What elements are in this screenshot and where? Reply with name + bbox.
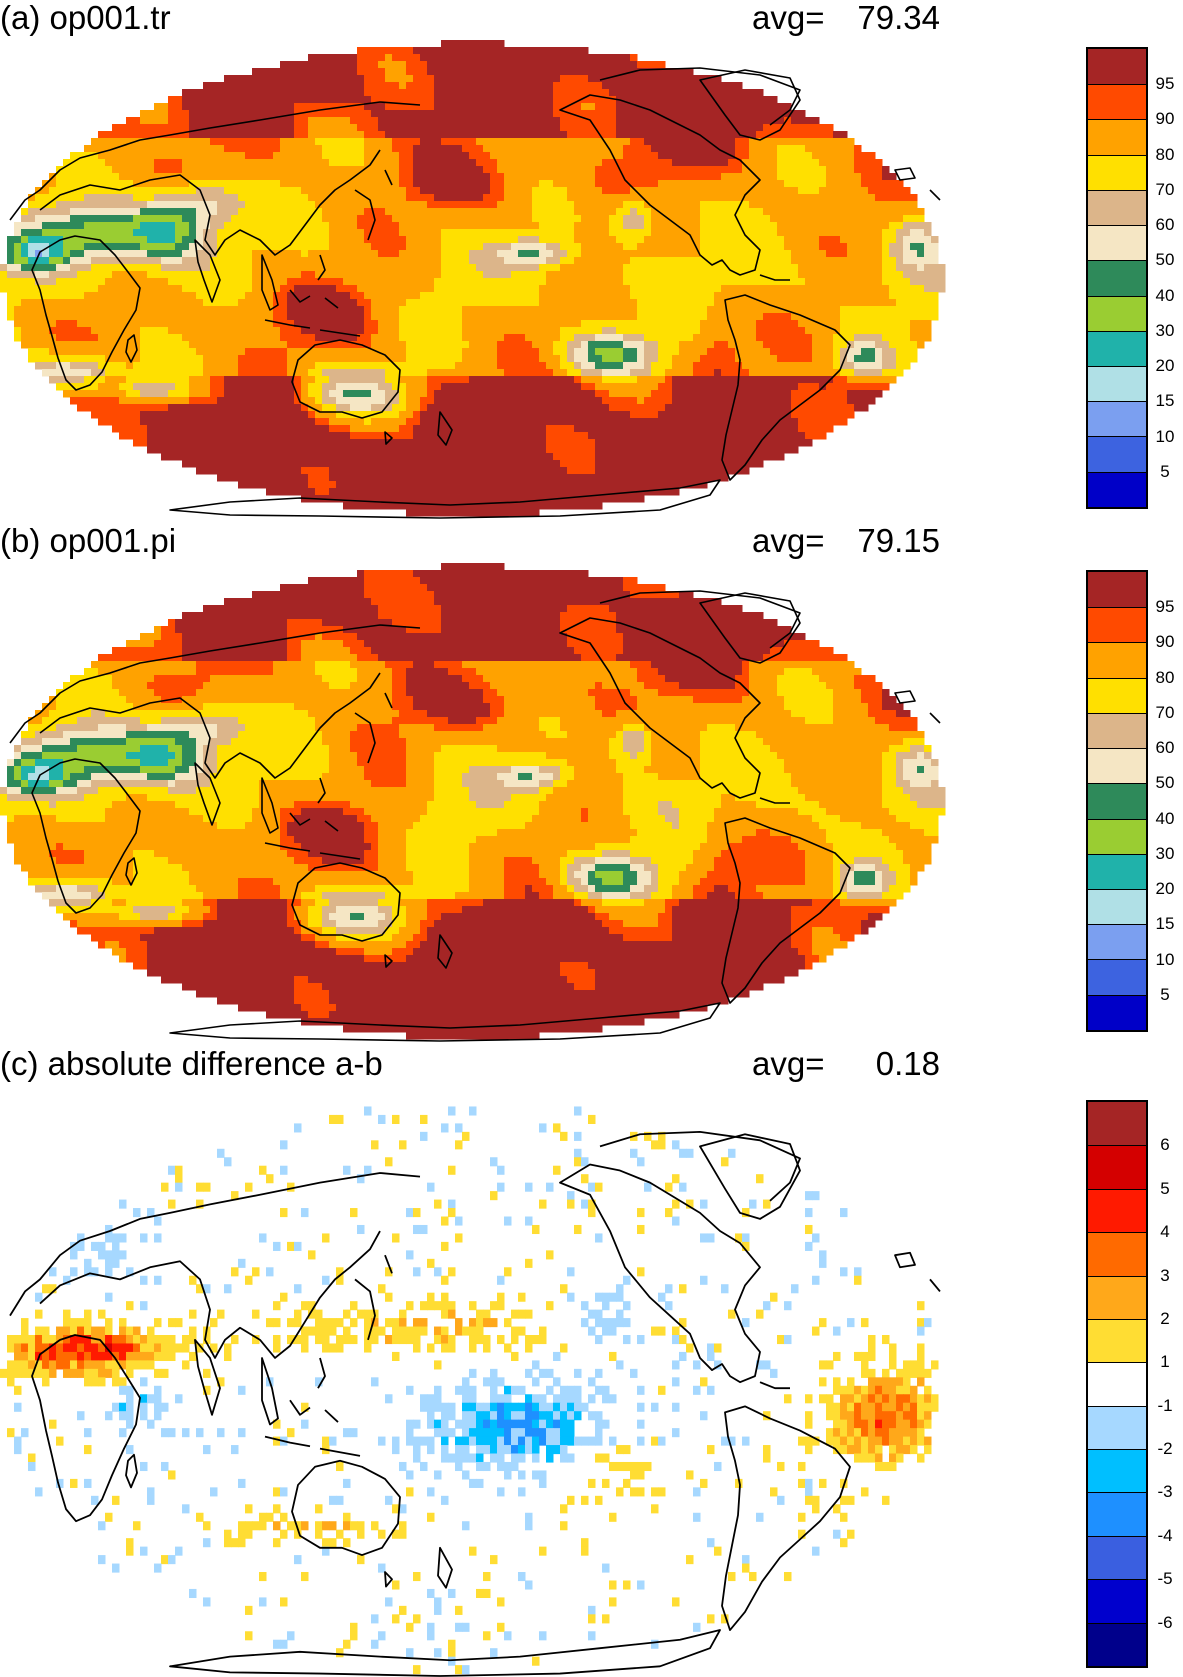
- colorbar-tick-label: -3: [1157, 1482, 1173, 1502]
- colorbar-swatch: [1088, 1449, 1146, 1493]
- map-field-a: [0, 40, 946, 518]
- colorbar-tick-label: 1: [1160, 1352, 1170, 1372]
- colorbar-tick-label: 3: [1160, 1265, 1170, 1285]
- colorbar-tick-label: 60: [1155, 738, 1175, 758]
- colorbar-swatch: [1088, 994, 1146, 1030]
- coastlines: [10, 1132, 940, 1676]
- colorbar-swatch: [1088, 119, 1146, 155]
- colorbar-swatch: [1088, 1232, 1146, 1276]
- colorbar-swatch: [1088, 1405, 1146, 1449]
- colorbar-tick-label: 40: [1155, 808, 1175, 828]
- colorbar-tick-label: 10: [1155, 426, 1175, 446]
- map-field-c: [0, 1106, 945, 1676]
- panel-a: (a) op001.tr avg= 79.34 95 90 80 70 60 50 40 30…: [0, 0, 1183, 520]
- colorbar-tick-label: 60: [1155, 215, 1175, 235]
- colorbar-tick-label: -5: [1157, 1569, 1173, 1589]
- field-cells: [0, 1106, 939, 1675]
- colorbar-swatch: [1088, 330, 1146, 366]
- field-cells: [0, 563, 946, 1040]
- colorbar-tick-label: 5: [1160, 984, 1170, 1004]
- colorbar-tick-label: -1: [1157, 1395, 1173, 1415]
- colorbar-tick-label: 5: [1160, 1178, 1170, 1198]
- avg-label: avg=: [752, 1045, 825, 1082]
- colorbar-c: [1086, 1100, 1148, 1668]
- panel-title: (b) op001.pi: [0, 522, 177, 559]
- colorbar-tick-label: 50: [1155, 250, 1175, 270]
- coastlines: [10, 68, 940, 518]
- colorbar-tick-label: 15: [1155, 391, 1175, 411]
- colorbar-tick-label: 5: [1160, 461, 1170, 481]
- colorbar-tick-label: 80: [1155, 667, 1175, 687]
- avg-label: avg=: [752, 0, 825, 36]
- colorbar-swatch: [1088, 154, 1146, 190]
- colorbar-swatch: [1088, 295, 1146, 331]
- colorbar-swatch: [1088, 677, 1146, 713]
- colorbar-a: [1086, 47, 1148, 509]
- colorbar-swatch: [1088, 1362, 1146, 1406]
- colorbar-tick-label: 10: [1155, 949, 1175, 969]
- colorbar-swatch: [1088, 225, 1146, 261]
- colorbar-tick-label: 15: [1155, 914, 1175, 934]
- colorbar-swatch: [1088, 924, 1146, 960]
- colorbar-swatch: [1088, 853, 1146, 889]
- colorbar-swatch: [1088, 1275, 1146, 1319]
- colorbar-tick-label: 90: [1155, 632, 1175, 652]
- colorbar-swatch: [1088, 1102, 1146, 1146]
- colorbar-tick-label: -6: [1157, 1612, 1173, 1632]
- colorbar-tick-label: 95: [1155, 597, 1175, 617]
- field-cells: [0, 40, 946, 517]
- colorbar-swatch: [1088, 49, 1146, 85]
- colorbar-swatch: [1088, 1188, 1146, 1233]
- colorbar-tick-label: 80: [1155, 144, 1175, 164]
- panel-c: (c) absolute difference a-b avg= 0.18 6 5…: [0, 1046, 1183, 1676]
- panel-b: (b) op001.pi avg= 79.15 95 90 80 70 60 50 40 30…: [0, 523, 1183, 1043]
- colorbar-swatch: [1088, 572, 1146, 608]
- coastlines: [10, 591, 940, 1041]
- colorbar-swatch: [1088, 712, 1146, 749]
- avg-value: 79.34: [857, 0, 940, 36]
- colorbar-swatch: [1088, 1622, 1146, 1666]
- colorbar-tick-label: 70: [1155, 702, 1175, 722]
- colorbar-swatch: [1088, 436, 1146, 472]
- colorbar-tick-label: -4: [1157, 1525, 1173, 1545]
- colorbar-tick-label: 2: [1160, 1308, 1170, 1328]
- colorbar-tick-label: 20: [1155, 879, 1175, 899]
- colorbar-swatch: [1088, 84, 1146, 120]
- colorbar-swatch: [1088, 189, 1146, 226]
- colorbar-swatch: [1088, 260, 1146, 296]
- colorbar-swatch: [1088, 642, 1146, 678]
- colorbar-tick-label: -2: [1157, 1439, 1173, 1459]
- colorbar-tick-label: 6: [1160, 1135, 1170, 1155]
- colorbar-tick-label: 95: [1155, 74, 1175, 94]
- colorbar-tick-label: 40: [1155, 285, 1175, 305]
- map-field-b: [0, 563, 946, 1041]
- avg-value: 0.18: [875, 1045, 940, 1082]
- colorbar-swatch: [1088, 1535, 1146, 1580]
- colorbar-swatch: [1088, 401, 1146, 437]
- colorbar-swatch: [1088, 1318, 1146, 1363]
- colorbar-tick-label: 4: [1160, 1222, 1170, 1242]
- colorbar-swatch: [1088, 607, 1146, 643]
- panel-title: (c) absolute difference a-b: [0, 1045, 383, 1082]
- colorbar-swatch: [1088, 888, 1146, 925]
- avg-label: avg=: [752, 522, 825, 559]
- colorbar-swatch: [1088, 748, 1146, 784]
- colorbar-b: [1086, 570, 1148, 1032]
- colorbar-swatch: [1088, 1145, 1146, 1189]
- colorbar-tick-label: 20: [1155, 356, 1175, 376]
- colorbar-swatch: [1088, 959, 1146, 995]
- panel-title: (a) op001.tr: [0, 0, 171, 36]
- colorbar-swatch: [1088, 818, 1146, 854]
- colorbar-swatch: [1088, 1492, 1146, 1536]
- colorbar-swatch: [1088, 783, 1146, 819]
- colorbar-swatch: [1088, 1579, 1146, 1623]
- avg-value: 79.15: [857, 522, 940, 559]
- colorbar-tick-label: 30: [1155, 320, 1175, 340]
- colorbar-swatch: [1088, 471, 1146, 507]
- colorbar-tick-label: 30: [1155, 843, 1175, 863]
- colorbar-tick-label: 50: [1155, 773, 1175, 793]
- colorbar-swatch: [1088, 365, 1146, 402]
- colorbar-tick-label: 90: [1155, 109, 1175, 129]
- colorbar-tick-label: 70: [1155, 179, 1175, 199]
